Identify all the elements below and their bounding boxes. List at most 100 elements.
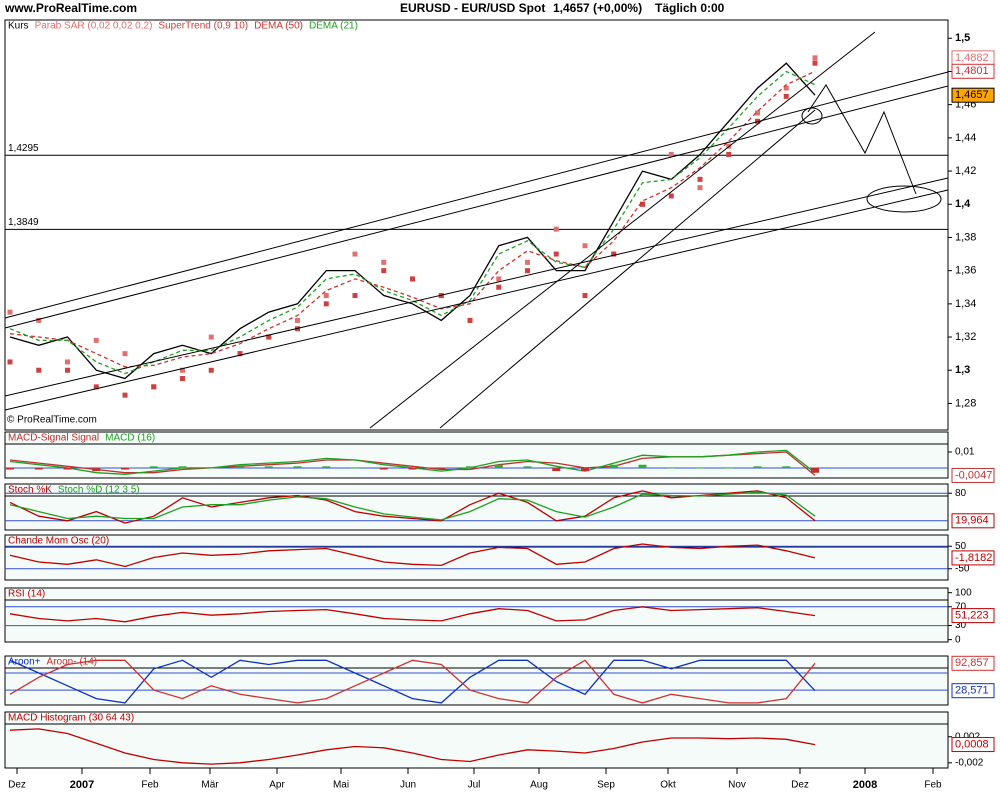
sar-dot [122, 351, 128, 357]
histogram-bar [207, 467, 216, 469]
sar-dot [237, 351, 243, 357]
histogram-bar [552, 467, 561, 472]
sar-dot [496, 284, 502, 290]
histogram-bar [811, 467, 819, 473]
y-tick-label: 1,44 [955, 132, 976, 144]
histogram-bar [63, 467, 72, 470]
x-axis-label: Apr [269, 780, 285, 791]
sar-dot [266, 334, 272, 340]
sar-dot [323, 301, 329, 307]
y-tick-label: 1,42 [955, 165, 976, 177]
last-value-box [951, 608, 995, 624]
panel-frame [4, 655, 949, 706]
last-value-label: 1,4801 [955, 65, 989, 77]
sar-dot [496, 276, 502, 282]
sar-dot [697, 176, 703, 182]
x-axis-label: 2008 [853, 779, 877, 791]
sar-dot [7, 359, 13, 365]
histogram-bar [264, 466, 273, 468]
last-value-label: 1,4657 [955, 89, 989, 101]
last-value-box [951, 683, 995, 699]
histogram-bar [753, 466, 762, 468]
timeframe: Täglich 0:00 [655, 1, 725, 15]
sar-dot [208, 367, 214, 373]
last-value-label: 51,223 [955, 610, 989, 622]
sar-dot [93, 384, 99, 390]
sar-dot [65, 367, 70, 373]
sar-dot [352, 293, 358, 299]
x-axis-label: Jul [468, 780, 481, 791]
legend-entry: Stoch %K [8, 485, 52, 496]
chart-title: EURUSD - EUR/USD Spot [400, 1, 545, 15]
histogram-bar [609, 464, 618, 468]
sar-dot [65, 359, 70, 365]
series-line [9, 62, 816, 380]
series-line [9, 70, 816, 375]
legend-entry: Kurs [8, 21, 29, 32]
histogram-bar [379, 467, 388, 470]
legend-entry: Aroon+ [8, 657, 41, 668]
last-value-label: 1,4882 [955, 52, 989, 64]
legend-entry: Chande Mom Osc (20) [8, 536, 109, 547]
sar-dot [36, 367, 42, 373]
y-tick-label: 0,01 [955, 447, 975, 458]
sar-dot [151, 384, 157, 390]
legend-entry: DEMA (21) [309, 21, 358, 32]
panel-frame [4, 19, 949, 431]
sar-dot [783, 93, 789, 99]
y-tick-label: 70 [955, 601, 967, 612]
trendline [439, 109, 816, 429]
legend-entry: Aroon- (14) [47, 657, 98, 668]
legend-entry: MACD Histogram (30 64 43) [8, 713, 134, 724]
x-axis-label: Mär [201, 780, 219, 791]
x-axis-label: Dez [791, 780, 809, 791]
histogram-bar [724, 467, 733, 469]
sar-dot [525, 268, 530, 274]
sar-dot [582, 293, 588, 299]
last-value-label: -1,8182 [955, 552, 992, 564]
sar-dot [668, 193, 674, 199]
sar-dot [726, 151, 732, 157]
trendline [4, 177, 949, 397]
y-tick-label: 80 [955, 488, 967, 499]
trendline [4, 189, 949, 411]
last-value-label: -0,0047 [955, 469, 992, 481]
histogram-bar [178, 466, 187, 468]
histogram-bar [293, 466, 302, 468]
sar-dot [525, 259, 530, 265]
sar-dot [122, 392, 128, 398]
y-tick-label: 30 [955, 620, 967, 631]
last-value-box [951, 737, 995, 753]
histogram-bar [6, 467, 14, 470]
trendlines [4, 31, 949, 429]
sar-dot [553, 226, 559, 232]
histogram-bar [34, 467, 43, 470]
sar-dot [668, 151, 674, 157]
sar-dot [180, 376, 185, 382]
last-value-label: 19,964 [955, 515, 989, 527]
sar-dot [295, 317, 300, 323]
legend-entry: MACD-Signal Signal [8, 433, 99, 444]
legend-entry: SuperTrend (0,9 10) [158, 21, 248, 32]
histogram-bar [696, 467, 704, 469]
last-value-label: 28,571 [955, 685, 989, 697]
last-value-label: 92,857 [955, 657, 989, 669]
y-tick-label: -50 [955, 563, 970, 574]
watermark: © ProRealTime.com [7, 415, 97, 426]
y-tick-label: 100 [955, 587, 972, 598]
y-tick-label: 0,002 [955, 731, 980, 742]
chart-subtitle: 1,4657 (+0,00%) [553, 1, 642, 15]
y-tick-label: 1,4 [955, 198, 971, 210]
histogram-bar [667, 467, 676, 469]
sar-dot [180, 367, 185, 373]
y-tick-label: -0,002 [955, 757, 984, 768]
trendline [369, 31, 876, 429]
trendline [4, 85, 949, 329]
x-axis-label: Okt [660, 780, 676, 791]
x-axis-label: Nov [728, 780, 746, 791]
y-tick-label: 1,3 [955, 364, 970, 376]
projection-arrow [807, 84, 917, 195]
histogram-bar [494, 464, 503, 468]
sar-dot [755, 110, 760, 116]
